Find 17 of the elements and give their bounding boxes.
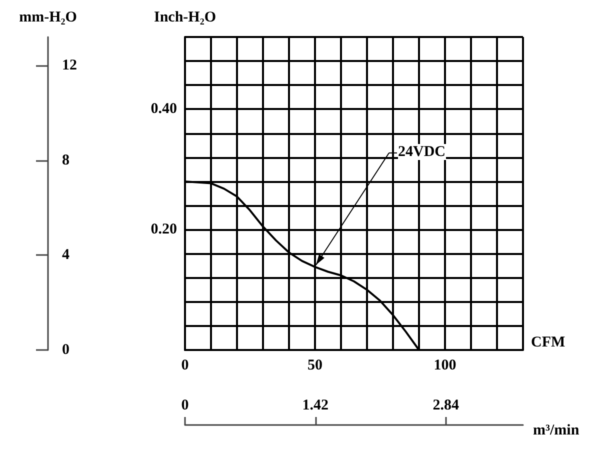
x2-tick-label: 2.84 bbox=[432, 398, 460, 414]
y2-axis-title: mm-H₂O bbox=[19, 10, 77, 26]
y2-tick-label: 8 bbox=[62, 152, 70, 168]
x-axis-title: CFM bbox=[531, 334, 566, 350]
x2-axis-title: m³/min bbox=[533, 422, 580, 438]
y-tick-label: 0.40 bbox=[150, 101, 177, 118]
y2-tick-label: 12 bbox=[62, 58, 77, 74]
x2-tick-label: 0 bbox=[181, 398, 189, 414]
y2-tick-label: 0 bbox=[62, 342, 70, 358]
x-tick-label: 100 bbox=[434, 358, 456, 374]
y-axis-title: Inch-H₂O bbox=[154, 10, 216, 26]
x2-tick-label: 1.42 bbox=[302, 398, 329, 414]
annotation: 24VDC bbox=[398, 144, 446, 160]
x-tick-label: 50 bbox=[308, 358, 322, 374]
y-tick-label: 0.20 bbox=[150, 222, 177, 238]
x-tick-label: 0 bbox=[181, 358, 189, 374]
y2-tick-label: 4 bbox=[62, 247, 70, 264]
